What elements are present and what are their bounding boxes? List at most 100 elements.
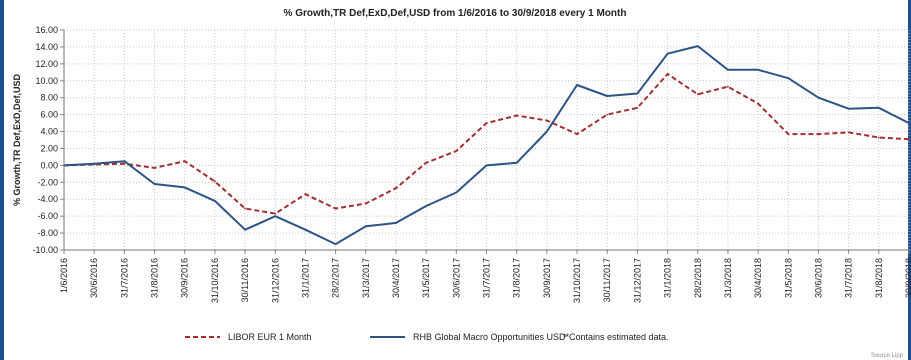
x-tick-label: 30/9/2016: [180, 258, 190, 298]
y-tick-label: -4.00: [37, 194, 58, 204]
x-tick-label: 31/5/2017: [421, 258, 431, 298]
data-point: [214, 200, 216, 202]
data-point: [696, 93, 699, 96]
x-tick-label: 30/6/2018: [813, 258, 823, 298]
x-tick-label: 31/7/2018: [844, 258, 854, 298]
data-point: [636, 92, 639, 95]
data-point: [153, 167, 156, 169]
x-tick-label: 28/2/2017: [331, 258, 341, 298]
data-point: [727, 85, 729, 88]
x-tick-label: 30/9/2018: [904, 258, 911, 298]
y-tick-label: -2.00: [37, 177, 58, 187]
x-tick-label: 31/3/2018: [723, 258, 733, 298]
data-point: [485, 164, 488, 167]
y-tick-label: 16.00: [35, 25, 58, 35]
data-point: [606, 95, 609, 97]
data-point: [787, 77, 790, 80]
data-point: [908, 138, 910, 141]
estimated-data-note: * Contains estimated data.: [563, 332, 669, 342]
x-tick-label: 30/6/2017: [451, 258, 461, 298]
x-tick-label: 30/4/2018: [753, 258, 763, 298]
x-tick-label: 31/12/2016: [270, 258, 280, 303]
data-point: [455, 191, 458, 194]
data-point: [425, 161, 427, 164]
x-tick-label: 31/7/2017: [482, 258, 492, 298]
data-point: [666, 52, 669, 55]
data-point: [183, 160, 186, 163]
x-tick-label: 1/6/2016: [59, 258, 69, 293]
data-point: [757, 68, 759, 71]
data-point: [455, 150, 458, 152]
x-tick-label: 30/11/2016: [240, 258, 250, 302]
data-point: [515, 161, 518, 164]
data-point: [364, 225, 367, 228]
source-credit: Source Lipp: [870, 353, 903, 359]
data-point: [244, 207, 247, 210]
legend: LIBOR EUR 1 Month RHB Global Macro Oppor…: [185, 332, 669, 342]
data-point: [817, 96, 820, 99]
data-point: [636, 106, 639, 109]
data-point: [666, 73, 669, 75]
gridlines: [63, 29, 910, 251]
legend-label-rhb: RHB Global Macro Opportunities USD*: [413, 332, 570, 342]
x-tick-label: 30/9/2017: [542, 258, 552, 298]
data-point: [395, 187, 397, 190]
data-point: [606, 113, 609, 116]
data-point: [274, 215, 277, 218]
data-point: [576, 133, 578, 136]
y-tick-label: -10.00: [32, 245, 58, 255]
x-tick-label: 31/8/2018: [874, 258, 884, 298]
data-point: [757, 102, 759, 105]
series-lines: [63, 45, 910, 246]
data-point: [304, 228, 307, 231]
y-tick-label: 6.00: [40, 110, 58, 120]
data-point: [847, 131, 850, 134]
x-tick-label: 31/8/2016: [150, 258, 160, 298]
data-point: [817, 133, 820, 136]
x-tick-label: 30/11/2017: [602, 258, 612, 302]
y-tick-label: 0.00: [40, 160, 58, 170]
x-tick-label: 31/5/2018: [783, 258, 793, 298]
data-point: [877, 106, 880, 109]
y-tick-label: 10.00: [35, 76, 58, 86]
x-tick-label: 30/4/2017: [391, 258, 401, 298]
y-axis-label: % Growth,TR Def,ExD,Def,USD: [12, 73, 22, 206]
legend-label-libor: LIBOR EUR 1 Month: [228, 332, 312, 342]
left-frame-border: [0, 0, 4, 360]
x-tick-label: 31/3/2017: [361, 258, 371, 298]
data-point: [546, 119, 548, 122]
x-tick-label: 31/8/2017: [512, 258, 522, 298]
x-tick-label: 28/2/2018: [693, 258, 703, 298]
data-point: [334, 207, 337, 210]
y-tick-label: 8.00: [40, 93, 58, 103]
x-tick-label: 31/1/2017: [300, 258, 310, 298]
data-point: [123, 160, 126, 163]
data-point: [364, 202, 367, 205]
chart-title: % Growth,TR Def,ExD,Def,USD from 1/6/201…: [284, 8, 627, 19]
data-point: [847, 107, 850, 110]
data-point: [425, 205, 427, 207]
y-tick-label: 2.00: [40, 143, 58, 153]
data-point: [334, 243, 337, 246]
data-point: [183, 186, 186, 189]
data-point: [576, 84, 578, 86]
data-point: [214, 180, 216, 183]
x-tick-label: 31/7/2016: [119, 258, 129, 298]
data-point: [787, 133, 790, 136]
y-tick-label: 12.00: [35, 59, 58, 69]
x-tick-label: 31/12/2017: [632, 258, 642, 303]
data-point: [93, 162, 96, 165]
x-axis-ticks: 1/6/2016 30/6/2016 31/7/2016 31/8/2016 30/9/…: [59, 250, 911, 303]
y-tick-label: -6.00: [37, 211, 58, 221]
data-point: [123, 162, 126, 165]
data-point: [546, 130, 548, 133]
data-point: [877, 136, 880, 139]
y-tick-label: 14.00: [35, 42, 58, 52]
data-point: [515, 114, 518, 117]
data-point: [244, 228, 247, 231]
data-point: [485, 122, 488, 124]
data-point: [696, 45, 699, 47]
x-tick-label: 30/6/2016: [89, 258, 99, 298]
plot-frame: [63, 30, 909, 251]
